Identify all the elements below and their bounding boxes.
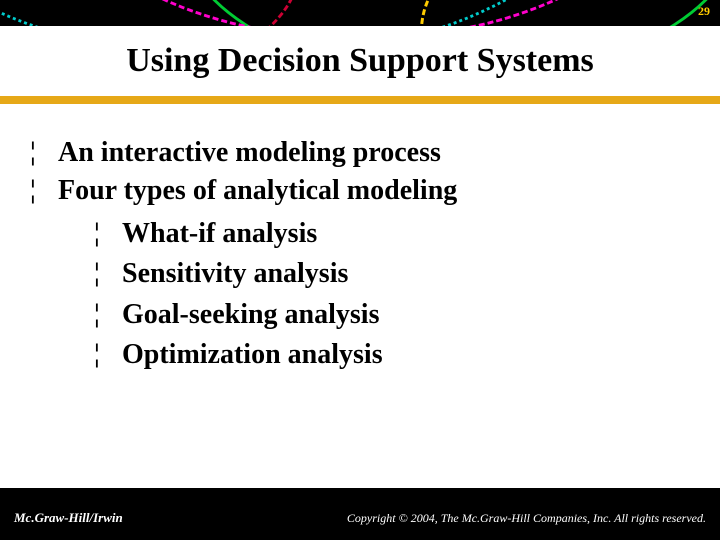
slide-title: Using Decision Support Systems [126,42,594,80]
footer-copyright: Copyright © 2004, The Mc.Graw-Hill Compa… [347,511,706,526]
list-item-label: Four types of analytical modeling [58,175,457,206]
footer: Mc.Graw-Hill/Irwin Copyright © 2004, The… [0,488,720,540]
content-area: An interactive modeling process Four typ… [0,104,720,488]
slide: 29 Using Decision Support Systems An int… [0,0,720,540]
sub-bullet-list: What-if analysis Sensitivity analysis Go… [94,214,690,376]
accent-bar [0,96,720,104]
list-item: Goal-seeking analysis [94,295,690,336]
list-item: What-if analysis [94,214,690,255]
footer-publisher: Mc.Graw-Hill/Irwin [14,510,123,526]
list-item: Sensitivity analysis [94,254,690,295]
bullet-list: An interactive modeling process Four typ… [30,134,690,376]
slide-number: 29 [698,4,710,19]
title-band: Using Decision Support Systems [0,26,720,96]
list-item: Four types of analytical modeling What-i… [30,172,690,376]
list-item: An interactive modeling process [30,134,690,172]
list-item: Optimization analysis [94,335,690,376]
